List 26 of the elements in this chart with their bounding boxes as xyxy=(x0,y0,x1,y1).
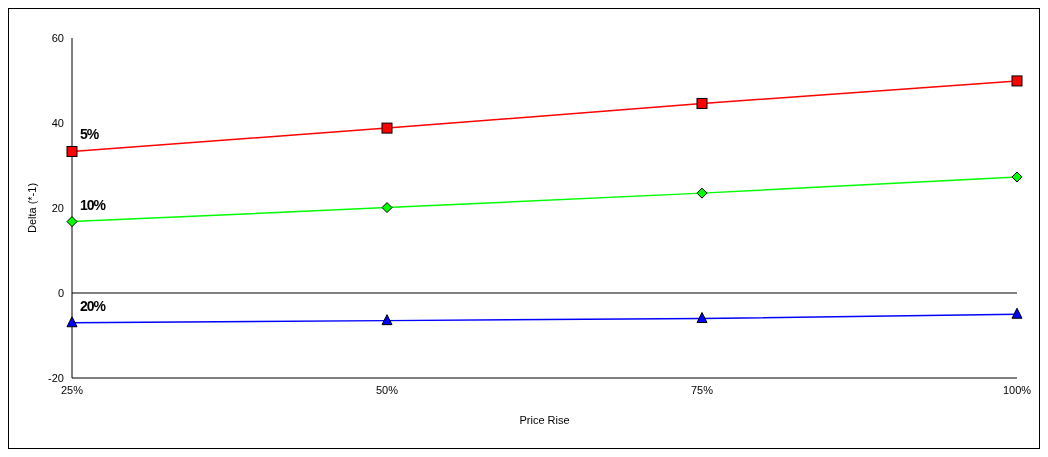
y-axis-title: Delta (*-1) xyxy=(25,182,38,234)
point xyxy=(1011,75,1023,87)
y-tick-label: -20 xyxy=(48,371,64,384)
series-label: 10% xyxy=(80,196,107,213)
x-tick-label: 25% xyxy=(60,383,84,396)
point xyxy=(66,145,78,157)
point xyxy=(381,202,393,214)
point xyxy=(696,312,708,323)
y-tick-label: 0 xyxy=(57,286,64,299)
point xyxy=(696,97,708,109)
y-tick-label: 40 xyxy=(51,116,64,129)
x-tick-label: 100% xyxy=(1002,383,1032,396)
point xyxy=(696,187,708,199)
series-label: 5% xyxy=(80,126,100,143)
point xyxy=(1011,171,1023,183)
point xyxy=(66,216,78,228)
x-axis-title: Price Rise xyxy=(519,414,570,426)
point xyxy=(381,122,393,134)
y-tick-label: 20 xyxy=(51,201,64,214)
y-tick-label: 60 xyxy=(51,31,64,44)
x-tick-label: 75% xyxy=(690,383,714,396)
x-tick-label: 50% xyxy=(375,383,399,396)
point xyxy=(66,316,78,328)
point xyxy=(381,314,393,326)
series-label: 20% xyxy=(80,297,107,314)
point xyxy=(1011,307,1023,319)
